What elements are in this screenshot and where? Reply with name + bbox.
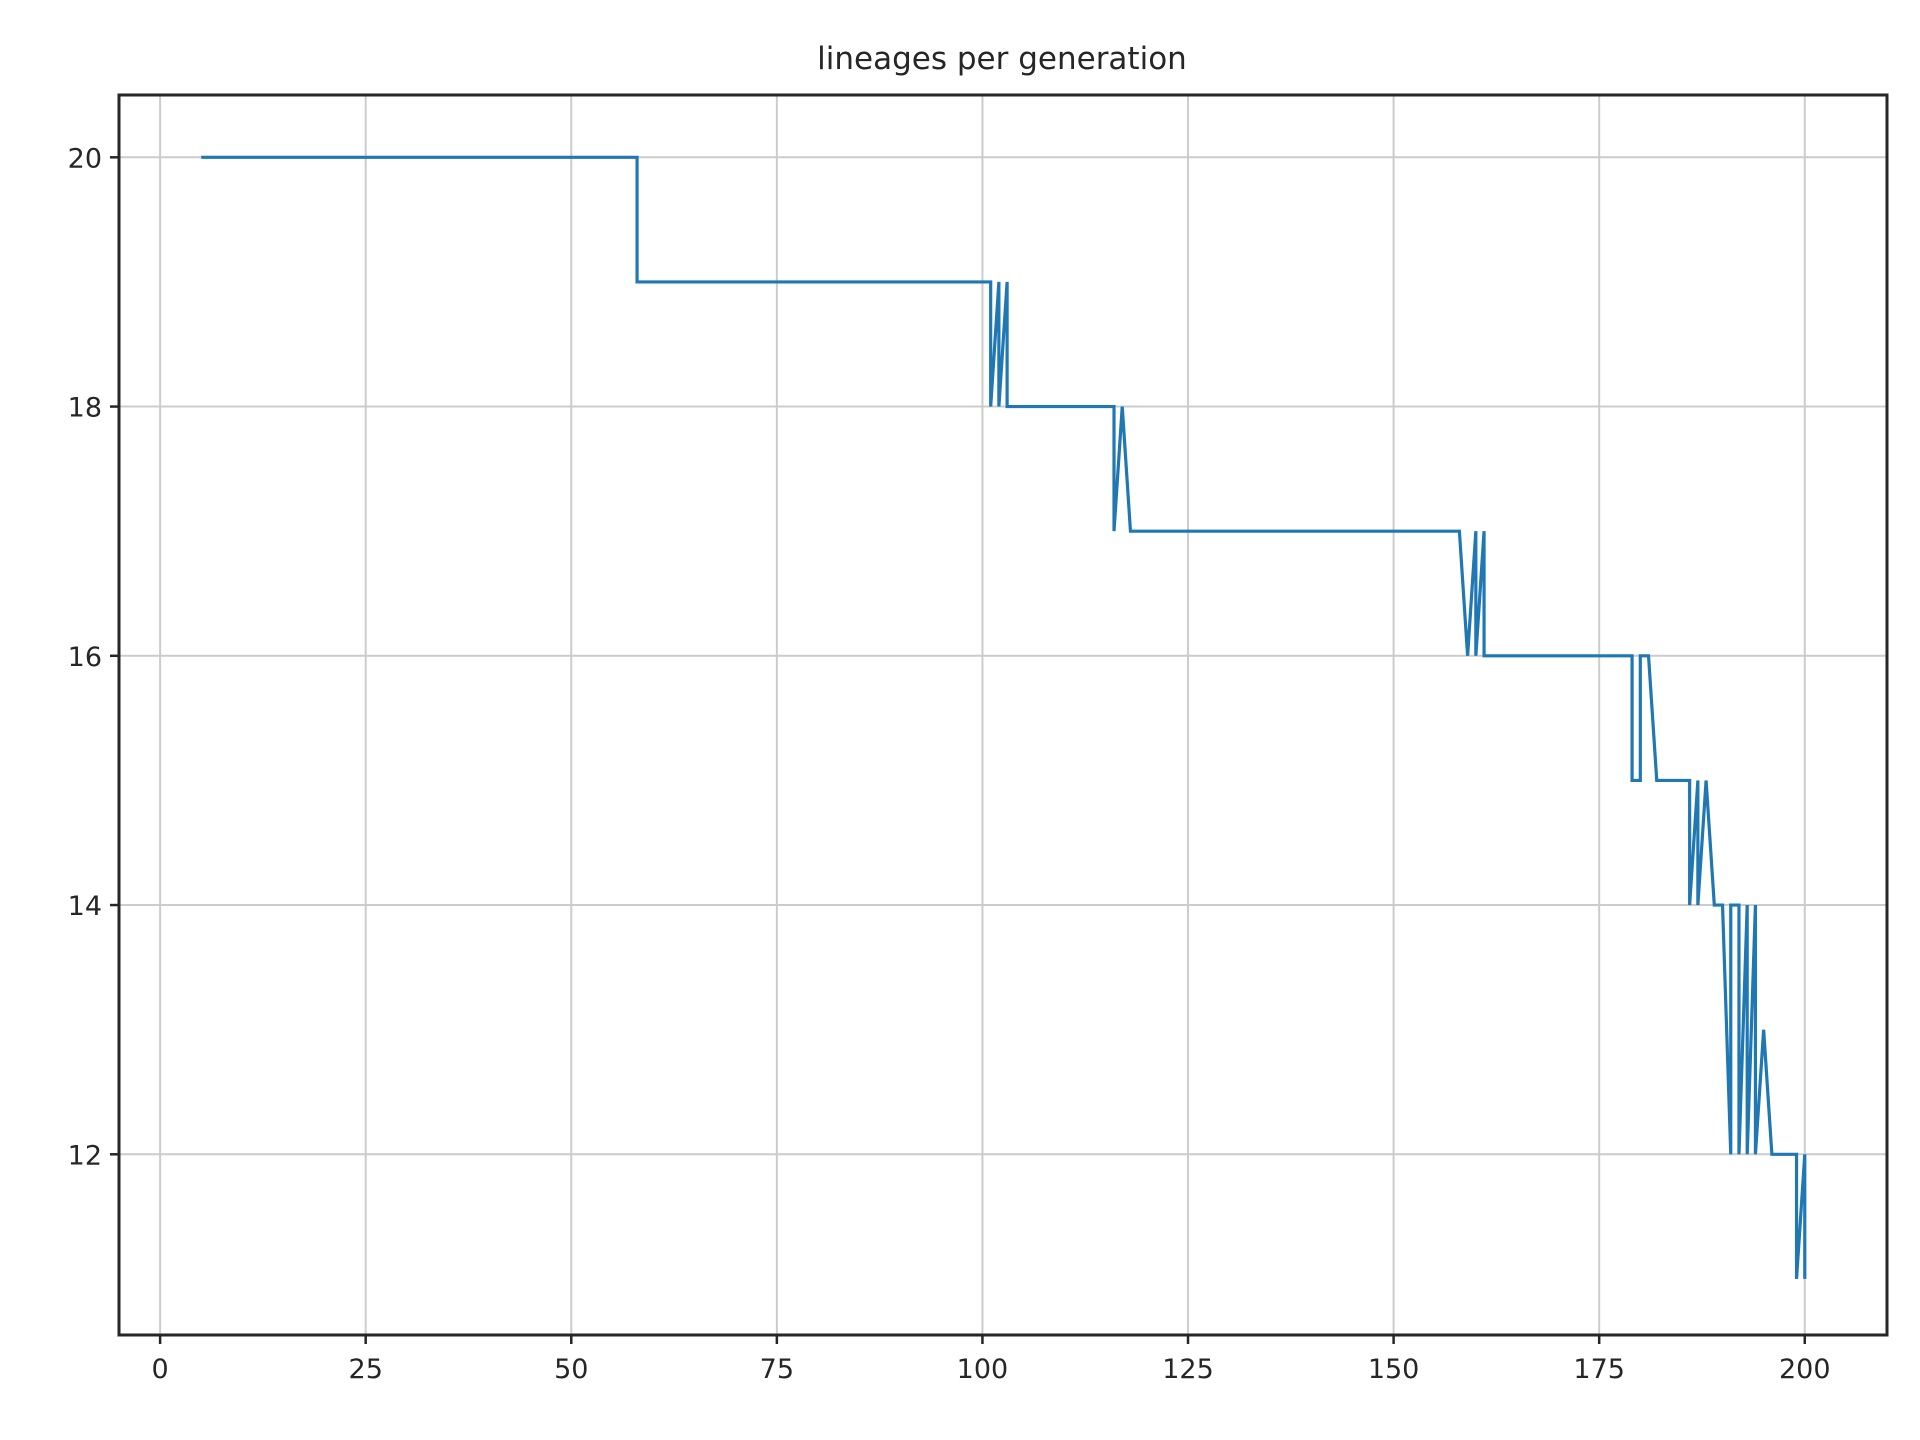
y-tick-label: 12 [68, 1140, 102, 1171]
x-tick-label: 125 [1162, 1354, 1214, 1385]
x-tick-label: 50 [554, 1354, 588, 1385]
x-tick-label: 200 [1779, 1354, 1831, 1385]
y-tick-label: 18 [68, 393, 102, 424]
chart-title: lineages per generation [817, 41, 1187, 77]
x-tick-label: 175 [1573, 1354, 1625, 1385]
grid [119, 95, 1887, 1335]
plot-frame [117, 93, 1889, 1337]
y-axis: 12 14 16 18 20 [68, 143, 119, 1171]
series-line-0 [201, 155, 1807, 1280]
x-tick-label: 75 [760, 1354, 794, 1385]
x-axis: 0 25 50 75 100 125 150 175 200 [152, 1335, 1831, 1385]
x-tick-label: 25 [349, 1354, 383, 1385]
y-tick-label: 14 [68, 891, 102, 922]
series-layer [201, 155, 1807, 1280]
y-tick-label: 20 [68, 143, 102, 174]
x-tick-label: 0 [152, 1354, 169, 1385]
x-tick-label: 100 [957, 1354, 1009, 1385]
x-tick-label: 150 [1368, 1354, 1420, 1385]
y-tick-label: 16 [68, 642, 102, 673]
